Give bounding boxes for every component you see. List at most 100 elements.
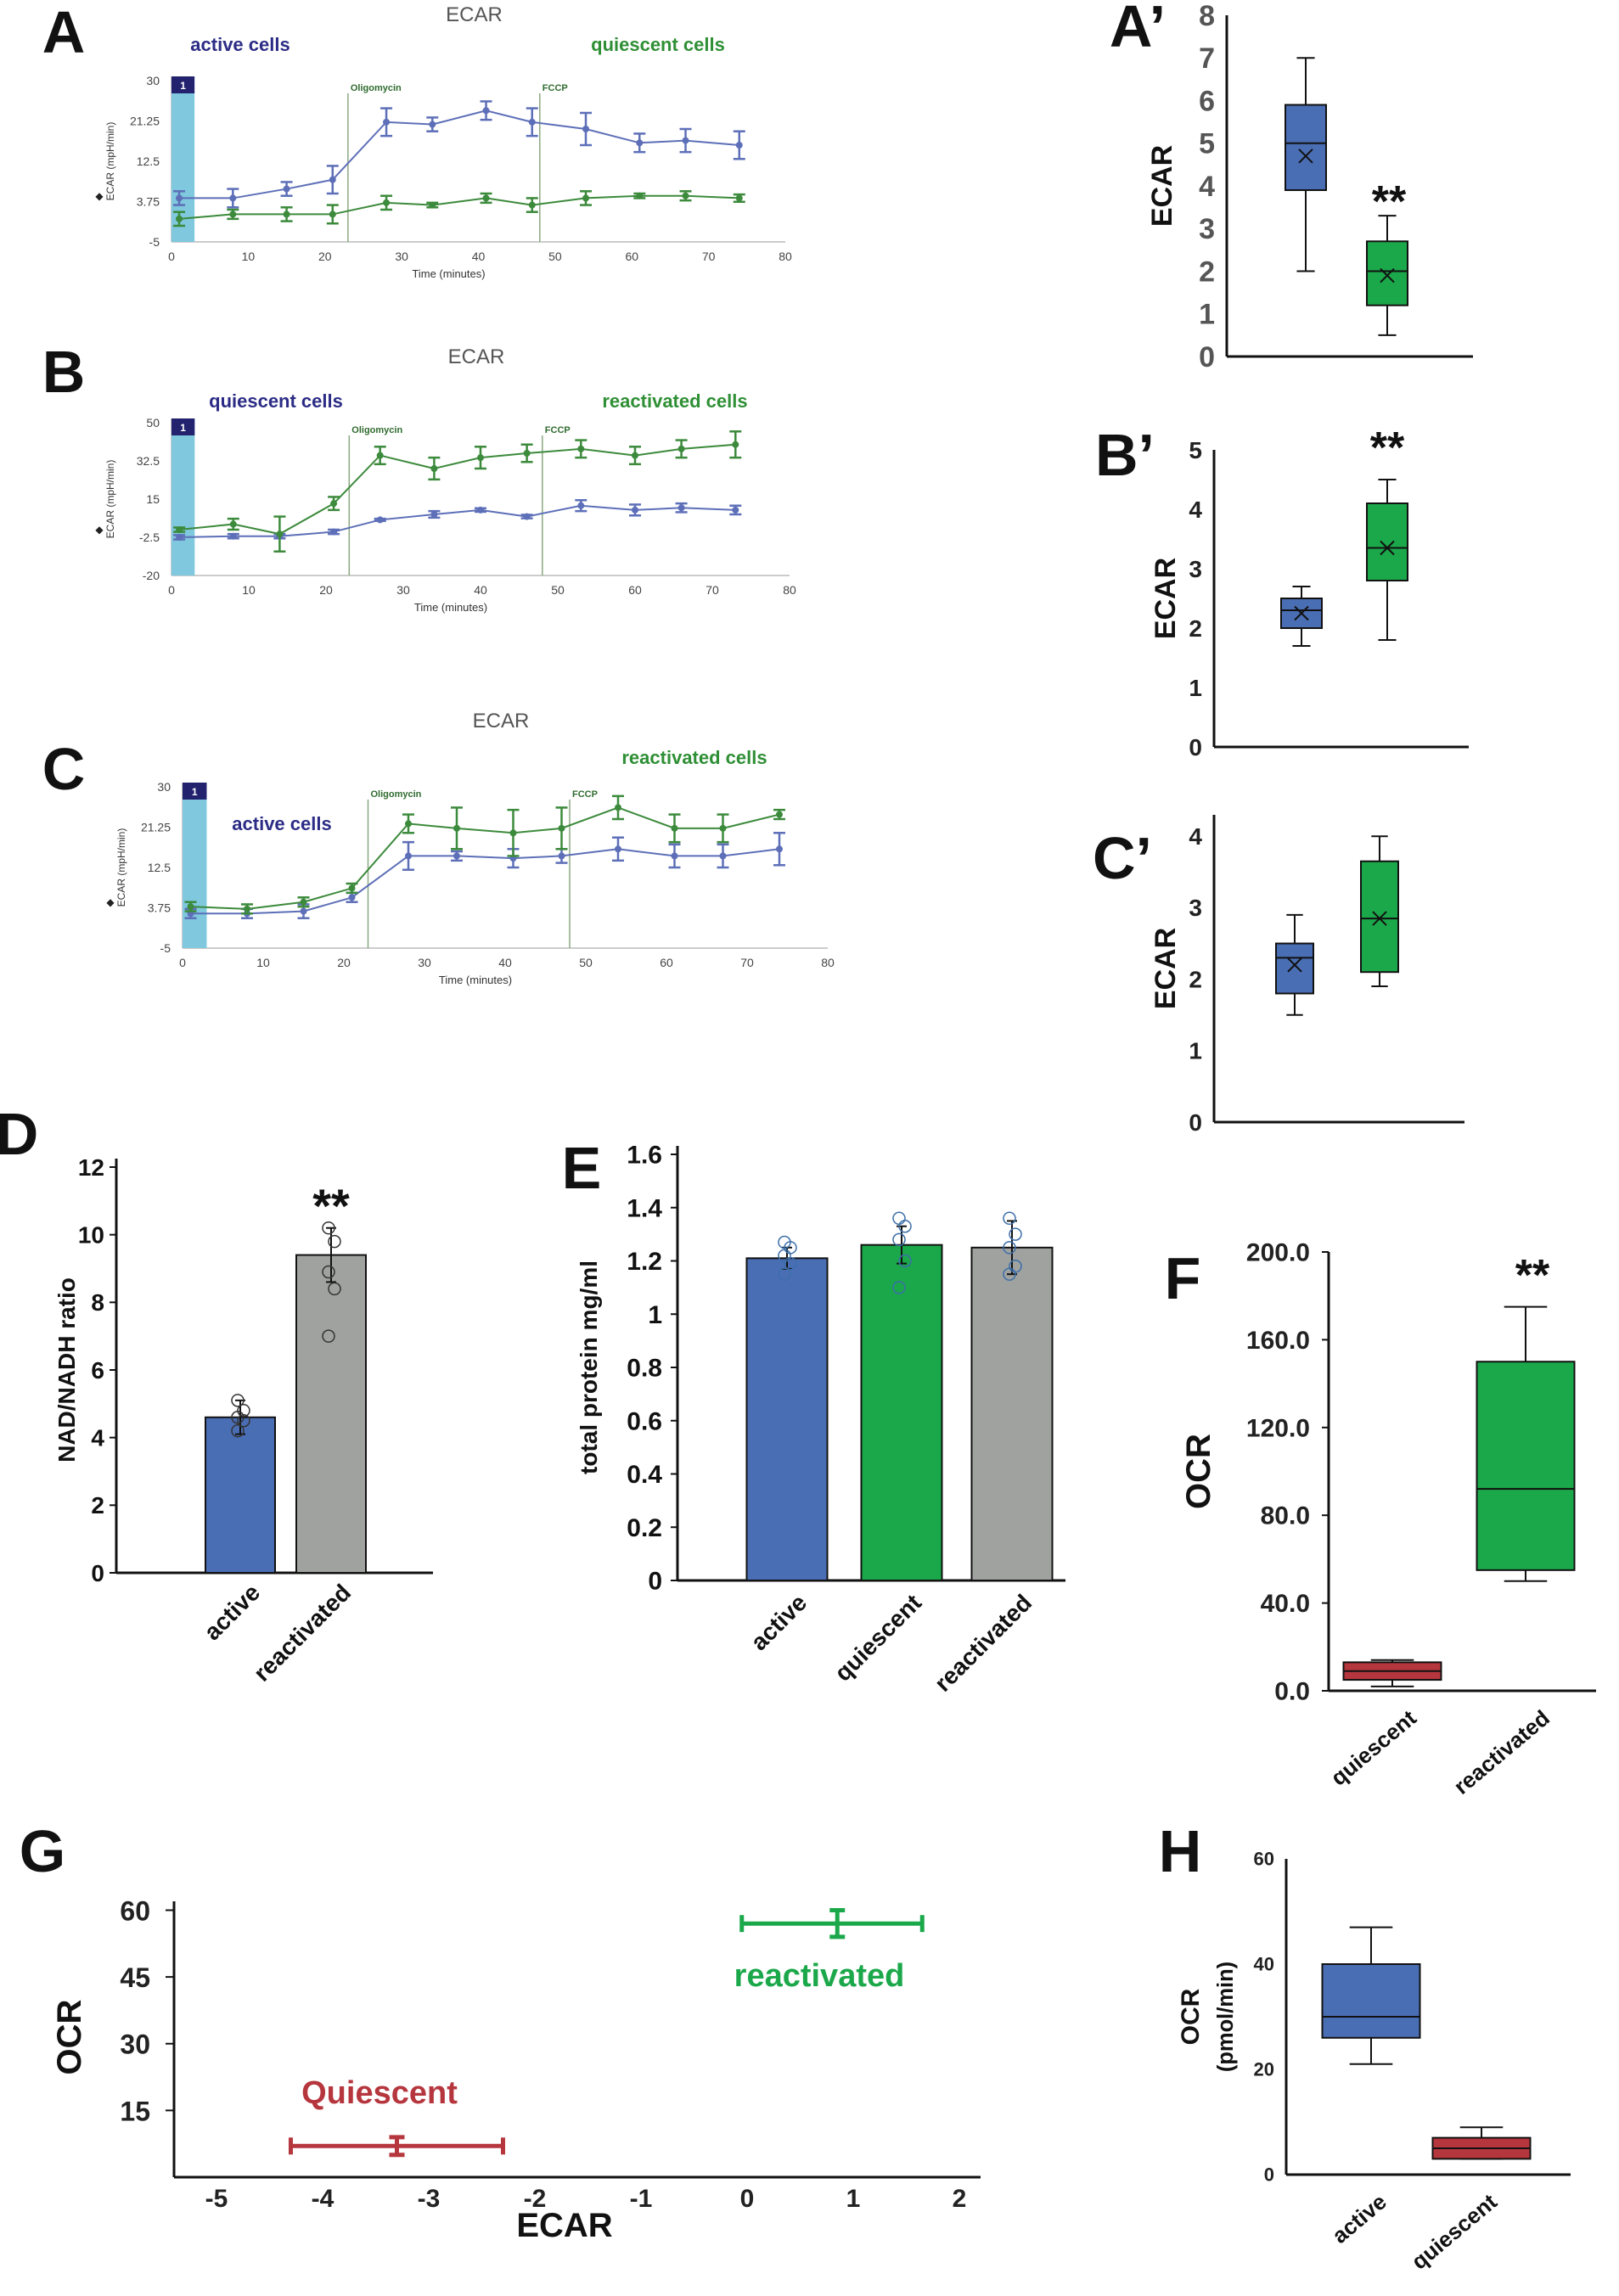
y-tick-label: 3.75: [148, 901, 171, 915]
panel-label-Cp: C’: [1093, 825, 1152, 891]
injection-number: 1: [180, 80, 186, 92]
data-point: [429, 121, 436, 128]
y-tick-label: 4: [1189, 823, 1202, 850]
data-point: [735, 142, 743, 149]
injection-number: 1: [192, 786, 198, 798]
y-tick-label: 21.25: [130, 115, 160, 128]
panel-label-Bp: B’: [1095, 422, 1155, 488]
x-tick-label: -3: [418, 2185, 441, 2213]
injection-band: [171, 76, 195, 242]
data-point: [892, 1281, 906, 1294]
chart-F: 0.0 40.0 80.0 120.0 160.0 200.0 OCR ** quiescent…: [1180, 1239, 1596, 1799]
y-tick-label: 40: [1254, 1954, 1274, 1975]
chart-D: 0 2 4 6 8 10 12 NAD/NADH ratio activereactivated…: [53, 1154, 433, 1687]
oligomycin-label: Oligomycin: [351, 83, 402, 93]
y-tick-label: 4: [1199, 171, 1215, 203]
y-tick-label: 0: [1199, 341, 1215, 373]
data-point: [482, 194, 490, 202]
x-tick-label: 80: [783, 583, 796, 597]
group-label-right: quiescent cells: [591, 34, 725, 55]
data-point: [482, 107, 490, 115]
y-tick-label: 4: [91, 1424, 104, 1451]
series-line: [178, 443, 736, 536]
series-line: [179, 504, 736, 538]
x-axis-label: Time (minutes): [439, 974, 512, 986]
y-axis-label: OCR: [1180, 1434, 1217, 1509]
x-tick-label: 70: [702, 250, 716, 263]
data-point: [176, 215, 183, 222]
mean-marker: [1298, 149, 1313, 164]
y-axis-label: total protein mg/ml: [576, 1260, 602, 1474]
x-axis-label: ECAR: [516, 2207, 612, 2244]
data-point: [229, 194, 237, 202]
y-axis-label: ECAR: [1150, 558, 1182, 639]
x-tick-label: 30: [418, 956, 431, 969]
y-tick-label: -2.5: [139, 530, 160, 544]
x-tick-label: -5: [205, 2185, 228, 2213]
data-point: [187, 903, 194, 911]
data-point: [509, 829, 517, 837]
data-point: [558, 852, 565, 860]
x-tick-label: 0: [168, 583, 175, 597]
data-point: [276, 530, 284, 538]
x-tick-label: 0: [179, 956, 186, 969]
chart-E: 0 0.2 0.4 0.6 0.8 1 1.2 1.4 1.6 total protein mg/…: [576, 1142, 1065, 1697]
point-label-quiescent: Quiescent: [301, 2075, 458, 2111]
data-point: [383, 118, 391, 126]
y-tick-label: 60: [1254, 1849, 1274, 1870]
x-tick-label: 50: [579, 956, 593, 969]
data-point: [615, 845, 621, 853]
data-point: [453, 852, 460, 860]
data-point: [329, 211, 336, 218]
x-axis-label: Time (minutes): [414, 601, 487, 614]
y-axis-marker: ◆: [95, 524, 104, 536]
data-point: [477, 454, 484, 462]
data-point: [376, 516, 384, 524]
data-point: [776, 811, 783, 818]
data-point: [176, 194, 183, 202]
x-tick-label: 50: [548, 250, 562, 263]
y-tick-label: 21.25: [141, 821, 171, 834]
y-tick-label: 6: [91, 1357, 104, 1384]
mean-marker: [1380, 540, 1395, 556]
box: [1360, 860, 1399, 974]
y-tick-label: 15: [146, 492, 160, 506]
y-tick-label: 40.0: [1261, 1590, 1310, 1618]
y-axis-label: ECAR: [1150, 928, 1182, 1009]
data-point: [477, 506, 484, 514]
data-point: [328, 1234, 341, 1249]
y-tick-label: 1: [1189, 1038, 1202, 1064]
data-point: [671, 824, 678, 832]
x-category-label: quiescent: [1326, 1704, 1422, 1790]
x-category-label: reactivated: [930, 1589, 1037, 1696]
panel-label-Ap: A’: [1110, 0, 1166, 59]
x-tick-label: 0: [168, 250, 175, 263]
y-tick-label: 30: [120, 2029, 150, 2060]
x-tick-label: 10: [242, 583, 256, 597]
y-tick-label: 7: [1199, 42, 1215, 75]
y-axis-marker: ◆: [106, 896, 115, 908]
data-point: [776, 845, 783, 853]
bar: [970, 1246, 1054, 1581]
data-point: [229, 532, 237, 540]
chart-Bp: 0 1 2 3 4 5 ECAR **: [1150, 424, 1469, 761]
x-tick-label: 2: [953, 2185, 967, 2213]
y-tick-label: 1: [1189, 675, 1202, 701]
x-tick-label: 40: [474, 583, 487, 597]
x-tick-label: 80: [821, 956, 835, 969]
y-tick-label: 2: [1199, 255, 1215, 288]
data-point: [632, 452, 638, 459]
chart-G: 15 30 45 60 -5 -4 -3 -2 -1 0 1 2 ECAR OCR Quiescent rea…: [51, 1895, 981, 2244]
data-point: [677, 504, 685, 512]
data-point: [682, 192, 689, 199]
group-label-right: reactivated cells: [602, 390, 747, 412]
data-point: [732, 506, 739, 514]
data-point: [231, 1394, 245, 1407]
data-point: [176, 534, 183, 541]
box: [1285, 104, 1327, 192]
data-point: [577, 502, 585, 509]
data-point: [229, 211, 237, 218]
y-tick-label: 1: [1199, 299, 1215, 331]
bar: [205, 1416, 276, 1575]
y-tick-label: 1: [648, 1301, 662, 1329]
